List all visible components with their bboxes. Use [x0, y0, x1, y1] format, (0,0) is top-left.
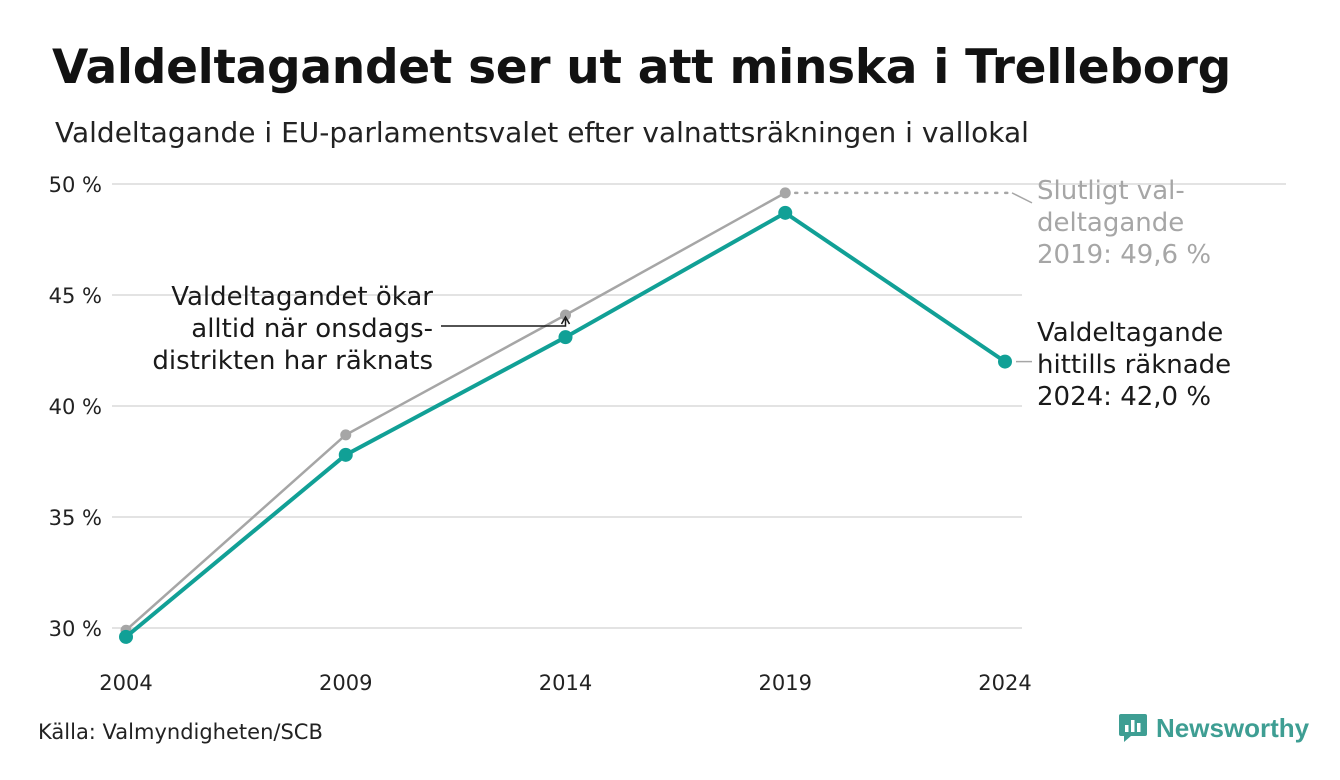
point-preliminary-2024 — [998, 354, 1012, 369]
point-final-2014 — [560, 309, 571, 321]
point-final-2009 — [340, 429, 352, 441]
y-tick-label: 50 % — [49, 173, 102, 197]
x-tick-label: 2009 — [319, 671, 372, 695]
y-tick-label: 40 % — [49, 395, 102, 419]
x-tick-label: 2019 — [759, 671, 812, 695]
annotation-note-2014-line: distrikten har räknats — [152, 346, 433, 376]
annotation-final-2019-line: 2019: 49,6 % — [1037, 240, 1211, 270]
annotation-final-2019-line: deltagande — [1037, 208, 1184, 238]
point-preliminary-2019 — [778, 205, 793, 220]
line-chart: 30 % 35 % 40 % 45 % 50 % 2004 2009 2014 2019 2024… — [49, 173, 1286, 695]
chart-title: Valdeltagandet ser ut att minska i Trell… — [52, 40, 1231, 95]
bar-chart-speech-bubble-icon — [1119, 714, 1147, 742]
annotation-final-2019-line: Slutligt val- — [1037, 176, 1185, 206]
source-note: Källa: Valmyndigheten/SCB — [38, 720, 323, 744]
x-tick-label: 2014 — [539, 671, 592, 695]
point-final-2019 — [779, 187, 791, 199]
point-preliminary-2014 — [558, 330, 573, 345]
y-tick-label: 30 % — [49, 617, 102, 641]
annotation-connector-final — [1011, 192, 1033, 204]
annotation-note-2014-line: Valdeltagandet ökar — [171, 282, 433, 312]
annotation-arrowhead — [560, 315, 571, 325]
x-tick-label: 2004 — [99, 671, 152, 695]
series-line-final — [125, 191, 786, 632]
point-preliminary-2004 — [119, 629, 133, 644]
annotation-current-2024-line: hittills räknade — [1037, 350, 1231, 380]
point-preliminary-2009 — [338, 447, 353, 462]
annotation-note-2014: Valdeltagandet ökar alltid när onsdags-di… — [152, 282, 433, 376]
brand-logo: Newsworthy — [1118, 712, 1309, 744]
x-tick-label: 2024 — [978, 671, 1031, 695]
annotation-current-2024-line: Valdeltagande — [1037, 318, 1223, 348]
annotation-arrow-line — [441, 318, 567, 327]
y-tick-label: 45 % — [49, 284, 102, 308]
y-tick-label: 35 % — [49, 506, 102, 530]
annotation-final-2019: Slutligt val-deltagande 2019: 49,6 % — [1037, 176, 1211, 270]
annotation-note-2014-line: alltid när onsdags- — [191, 314, 433, 344]
annotation-current-2024-line: 2024: 42,0 % — [1037, 382, 1211, 412]
brand-name: Newsworthy — [1156, 712, 1310, 743]
series-line-preliminary — [124, 210, 1007, 639]
annotation-current-2024: Valdeltagande hittills räknade 2024: 42,0 … — [1037, 318, 1231, 412]
chart-subtitle: Valdeltagande i EU-parlamentsvalet efter… — [55, 116, 1029, 149]
